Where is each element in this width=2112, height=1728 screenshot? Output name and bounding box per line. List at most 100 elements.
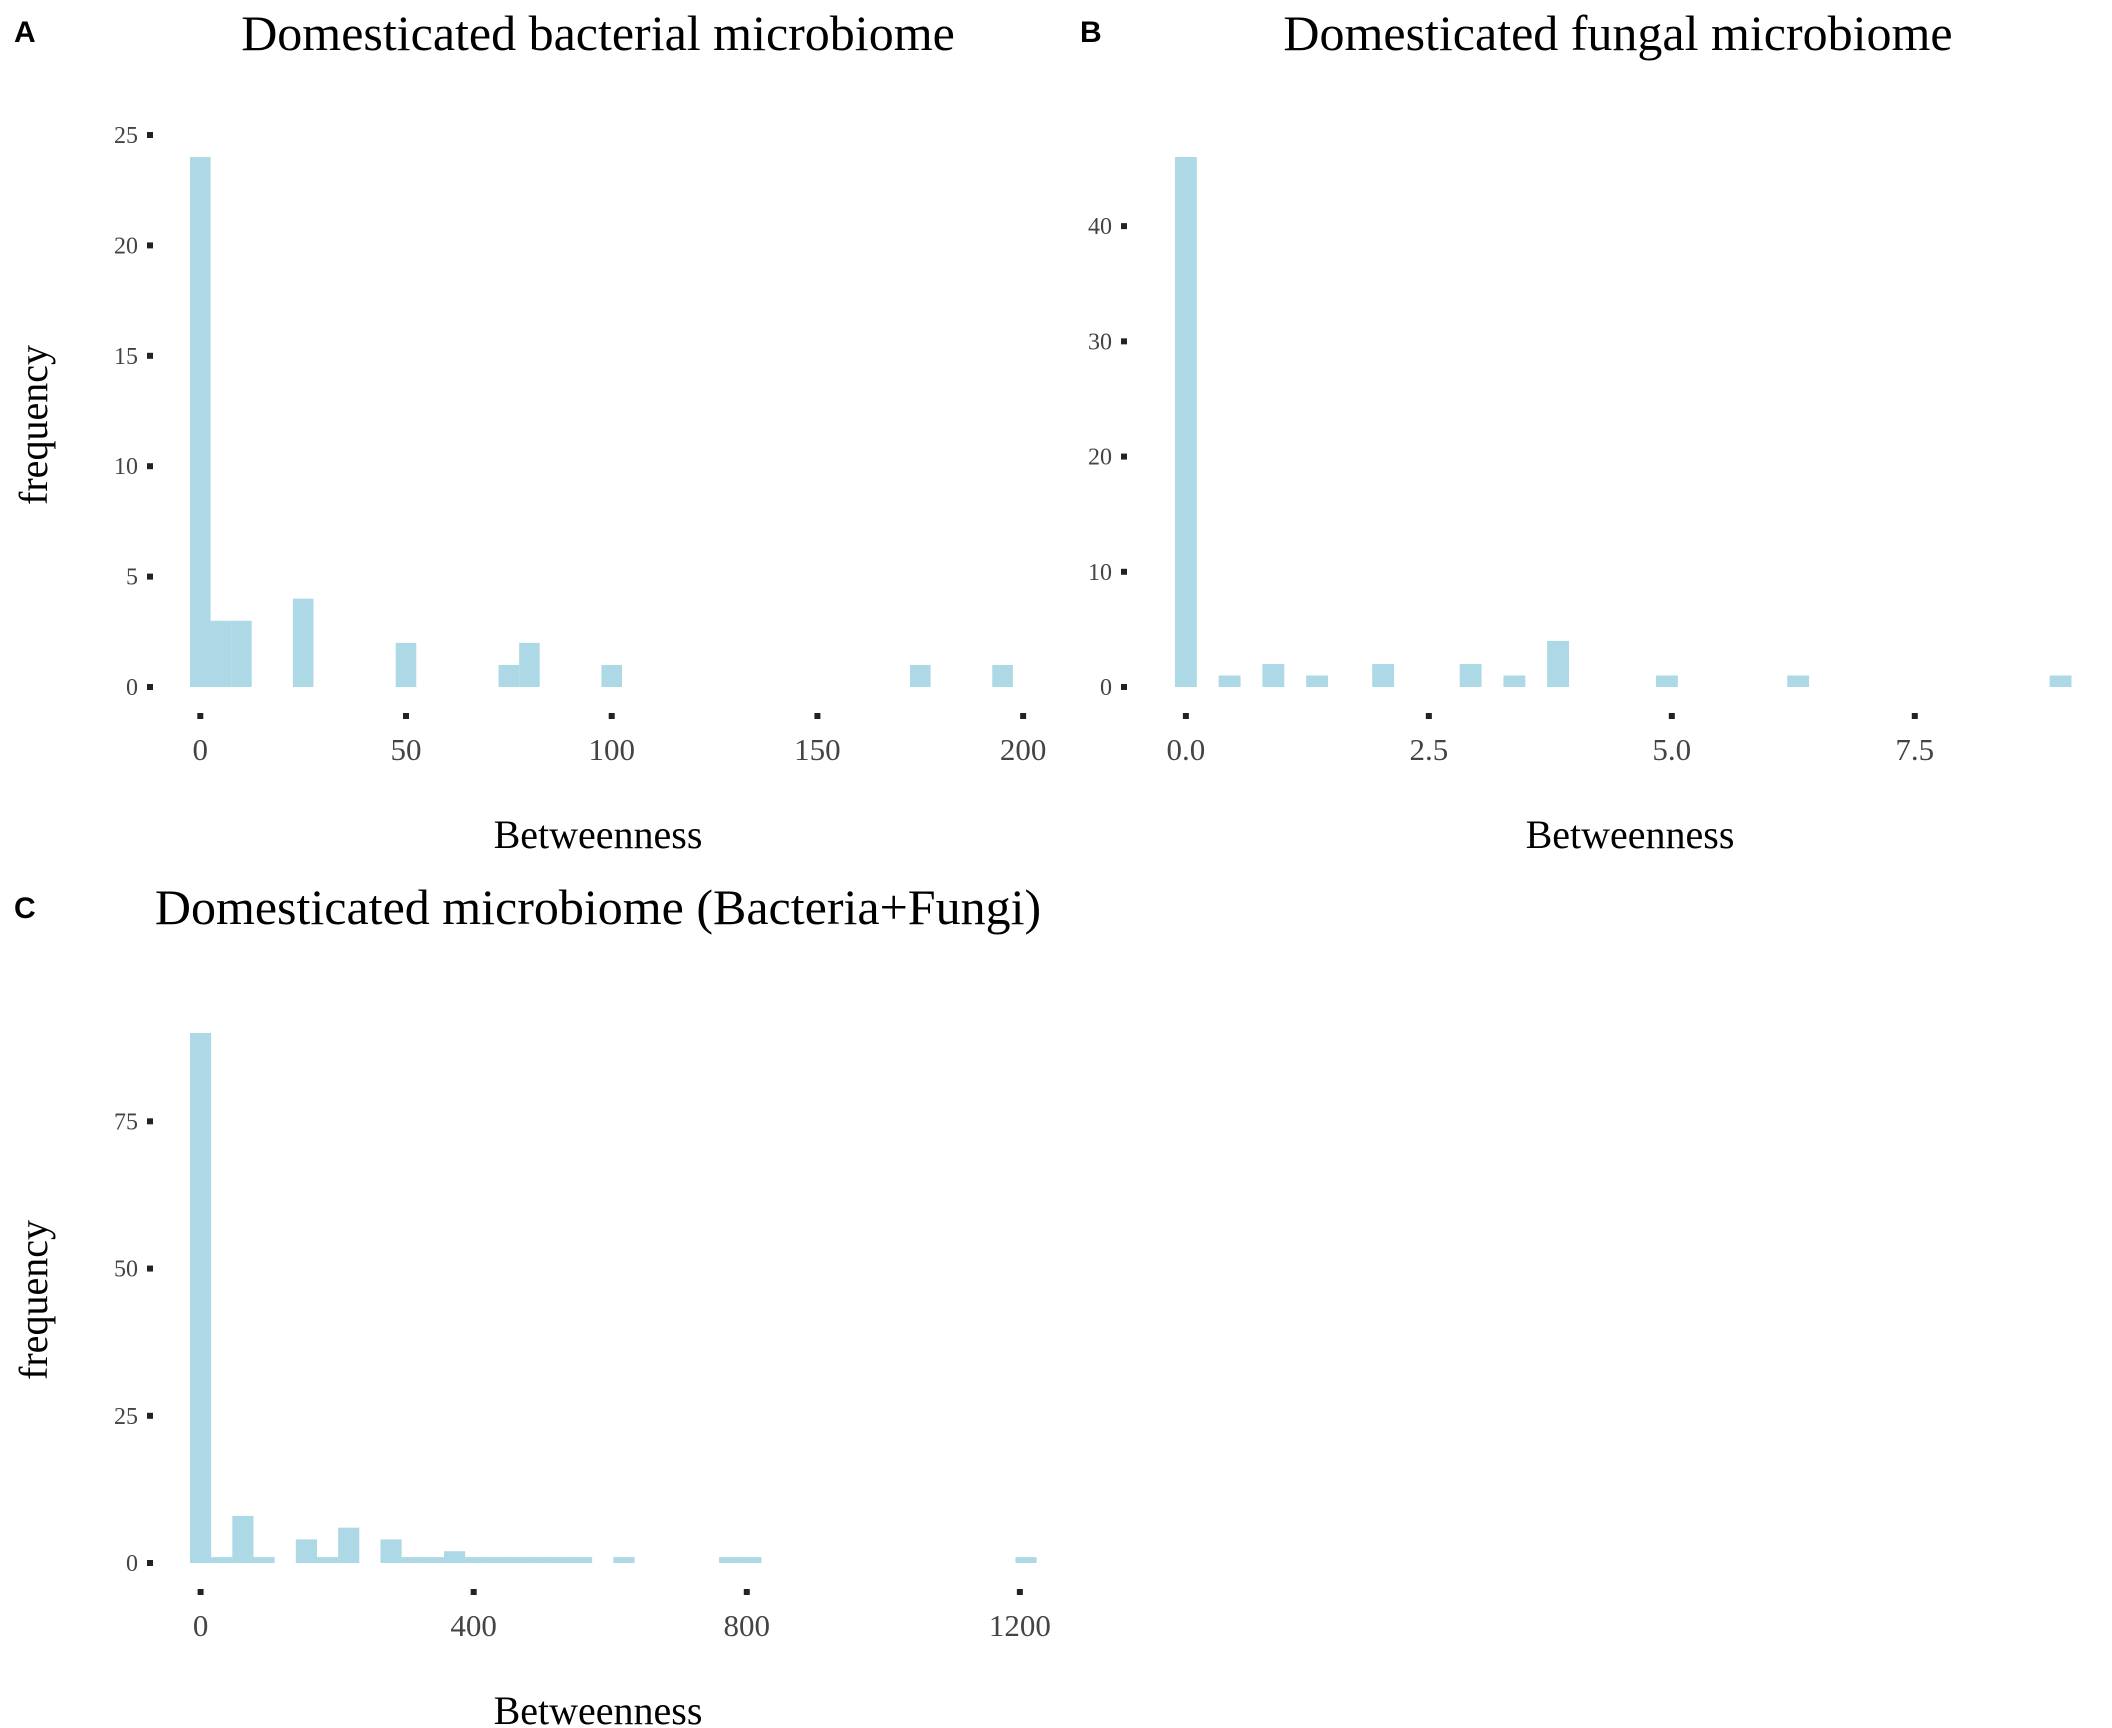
y-tick-mark-c-0 <box>147 1560 153 1566</box>
bar-c-0 <box>190 1033 212 1563</box>
bar-b-7 <box>1547 640 1570 687</box>
x-tick-label-a-2: 100 <box>588 732 635 767</box>
bar-a-6 <box>519 642 540 687</box>
y-axis-title-a: frequency <box>11 345 56 505</box>
x-tick-label-a-0: 0 <box>193 732 209 767</box>
bar-c-7 <box>380 1539 402 1563</box>
x-tick-mark-b-1 <box>1425 713 1432 719</box>
y-tick-label-b-4: 40 <box>1088 214 1112 240</box>
y-tick-label-a-0: 0 <box>126 675 138 701</box>
y-tick-mark-b-4 <box>1121 223 1127 230</box>
x-tick-label-b-3: 7.5 <box>1895 732 1934 767</box>
bar-b-4 <box>1372 663 1395 687</box>
y-axis-title-c: frequency <box>11 1220 56 1380</box>
y-tick-mark-a-4 <box>147 242 153 249</box>
bar-b-10 <box>2049 675 2072 687</box>
y-ticks-c: 0 25 50 75 <box>114 1109 153 1577</box>
bar-c-2 <box>232 1515 254 1563</box>
x-tick-label-c-3: 1200 <box>989 1608 1051 1643</box>
bar-c-12 <box>486 1557 508 1563</box>
x-axis-title-c: Betweenness <box>494 1688 703 1728</box>
y-tick-mark-a-5 <box>147 132 153 138</box>
x-tick-mark-c-0 <box>197 1589 204 1595</box>
x-axis-title-b: Betweenness <box>1526 812 1735 857</box>
bar-a-3 <box>292 598 314 687</box>
bar-c-4 <box>295 1539 317 1563</box>
x-tick-mark-c-2 <box>743 1589 750 1595</box>
y-tick-mark-a-0 <box>147 684 153 690</box>
bar-c-16 <box>570 1557 593 1563</box>
panel-b: B Domesticated fungal microbiome Between… <box>1080 5 2072 857</box>
y-tick-mark-c-2 <box>147 1265 153 1272</box>
y-tick-mark-c-1 <box>147 1412 153 1419</box>
bar-c-11 <box>465 1557 487 1563</box>
y-tick-mark-a-2 <box>147 463 153 470</box>
chart-title-a: Domesticated bacterial microbiome <box>241 5 955 61</box>
chart-title-b: Domesticated fungal microbiome <box>1283 5 1952 61</box>
y-tick-mark-b-0 <box>1121 684 1127 690</box>
x-tick-mark-b-0 <box>1182 713 1189 719</box>
bar-a-2 <box>231 620 252 687</box>
bar-b-3 <box>1306 675 1329 687</box>
y-tick-label-a-4: 20 <box>114 233 138 259</box>
x-ticks-b: 0.0 2.5 5.0 7.5 <box>1167 713 1934 767</box>
x-tick-mark-a-2 <box>608 713 615 719</box>
y-tick-label-b-3: 30 <box>1088 329 1112 355</box>
x-ticks-c: 0 400 800 1200 <box>193 1589 1051 1643</box>
bar-c-9 <box>422 1557 444 1563</box>
y-tick-label-c-3: 75 <box>114 1109 138 1135</box>
x-tick-label-c-1: 400 <box>450 1608 497 1643</box>
bar-c-17 <box>613 1557 635 1563</box>
x-tick-mark-a-1 <box>403 713 409 719</box>
x-tick-label-b-0: 0.0 <box>1167 732 1206 767</box>
bar-a-5 <box>498 664 520 687</box>
y-ticks-a: 0 5 10 15 20 25 <box>114 123 153 701</box>
bar-a-7 <box>601 664 622 687</box>
bar-c-5 <box>316 1557 339 1563</box>
y-tick-label-a-5: 25 <box>114 123 138 149</box>
bar-c-18 <box>719 1557 741 1563</box>
x-tick-label-c-2: 800 <box>724 1608 771 1643</box>
x-tick-label-a-3: 150 <box>794 732 841 767</box>
y-tick-mark-b-2 <box>1121 453 1127 460</box>
bar-c-13 <box>507 1557 529 1563</box>
bars-c <box>190 1033 1037 1563</box>
x-tick-mark-b-2 <box>1668 713 1675 719</box>
y-tick-label-b-2: 20 <box>1088 445 1112 471</box>
bar-b-2 <box>1262 663 1285 687</box>
bar-c-15 <box>549 1557 571 1563</box>
bar-c-10 <box>443 1551 466 1563</box>
x-tick-label-c-0: 0 <box>193 1608 209 1643</box>
bar-c-14 <box>528 1557 550 1563</box>
y-tick-label-a-1: 5 <box>126 565 138 591</box>
bar-c-3 <box>253 1557 275 1563</box>
bar-b-0 <box>1174 157 1197 687</box>
panel-letter-b: B <box>1080 16 1102 49</box>
bar-b-1 <box>1218 675 1241 687</box>
bar-c-19 <box>740 1557 762 1563</box>
x-tick-label-b-1: 2.5 <box>1409 732 1448 767</box>
x-tick-mark-a-0 <box>197 713 204 719</box>
x-tick-label-a-4: 200 <box>1000 732 1047 767</box>
panel-letter-c: C <box>14 892 36 925</box>
y-tick-label-c-0: 0 <box>126 1551 138 1577</box>
y-tick-label-a-2: 10 <box>114 454 138 480</box>
bar-b-6 <box>1503 675 1526 687</box>
x-tick-mark-b-3 <box>1911 713 1918 719</box>
bar-a-8 <box>910 664 931 687</box>
y-tick-label-b-1: 10 <box>1088 560 1112 586</box>
bar-a-9 <box>992 664 1013 687</box>
y-tick-mark-a-1 <box>147 573 153 580</box>
bar-a-1 <box>210 620 232 687</box>
bar-b-8 <box>1656 675 1678 687</box>
bar-c-8 <box>401 1557 423 1563</box>
bar-c-6 <box>338 1527 360 1563</box>
y-tick-mark-a-3 <box>147 352 153 359</box>
panel-letter-a: A <box>14 16 36 49</box>
y-ticks-b: 0 10 20 30 40 <box>1088 214 1127 701</box>
x-tick-label-b-2: 5.0 <box>1652 732 1691 767</box>
x-tick-mark-a-4 <box>1020 713 1027 719</box>
panel-a: A Domesticated bacterial microbiome Betw… <box>11 5 1046 857</box>
bar-a-4 <box>395 642 417 687</box>
